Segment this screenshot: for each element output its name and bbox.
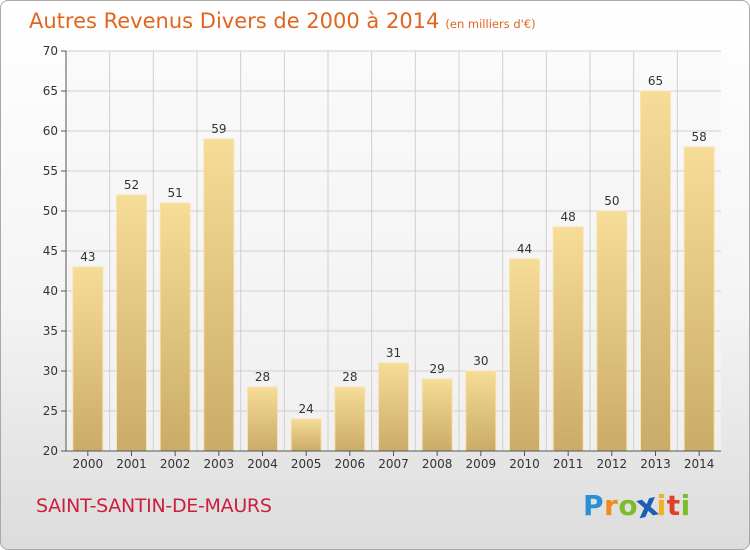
bar-value-label: 29 — [430, 362, 445, 376]
bar-value-label: 51 — [168, 186, 183, 200]
y-tick-label: 50 — [43, 204, 58, 218]
y-tick-label: 25 — [43, 404, 58, 418]
bar — [640, 90, 671, 452]
bar-value-label: 59 — [211, 122, 226, 136]
x-tick-label: 2012 — [597, 457, 628, 471]
y-tick-label: 35 — [43, 324, 58, 338]
x-tick-label: 2004 — [247, 457, 278, 471]
chart-title-text: Autres Revenus Divers de 2000 à 2014 — [29, 9, 440, 33]
bar-value-label: 24 — [299, 402, 314, 416]
x-tick-label: 2011 — [553, 457, 584, 471]
bar — [72, 266, 104, 452]
proxiti-logo: Proxiti — [583, 485, 691, 527]
bar — [334, 386, 366, 452]
y-tick-label: 65 — [43, 84, 58, 98]
bar — [159, 202, 191, 452]
x-tick-label: 2005 — [291, 457, 322, 471]
x-tick-label: 2014 — [684, 457, 715, 471]
logo-letter: o — [618, 489, 639, 522]
bar-value-label: 52 — [124, 178, 139, 192]
bar-value-label: 30 — [473, 354, 488, 368]
x-tick-label: 2010 — [509, 457, 540, 471]
bar-value-label: 44 — [517, 242, 532, 256]
logo-letter: P — [583, 489, 605, 522]
logo-letter: t — [666, 489, 681, 522]
bar — [247, 386, 278, 452]
bar-value-label: 31 — [386, 346, 401, 360]
x-tick-label: 2003 — [204, 457, 235, 471]
bar-value-label: 58 — [692, 130, 707, 144]
logo-letter: i — [680, 489, 691, 522]
x-tick-label: 2001 — [116, 457, 147, 471]
bar — [378, 362, 409, 452]
commune-name: SAINT-SANTIN-DE-MAURS — [36, 495, 272, 517]
x-tick-label: 2013 — [640, 457, 671, 471]
bar — [421, 378, 453, 452]
x-tick-label: 2000 — [73, 457, 104, 471]
bar — [509, 258, 540, 452]
bar-value-label: 50 — [604, 194, 619, 208]
y-tick-label: 40 — [43, 284, 58, 298]
y-tick-label: 45 — [43, 244, 58, 258]
x-tick-label: 2002 — [160, 457, 191, 471]
y-tick-label: 30 — [43, 364, 58, 378]
x-tick-label: 2009 — [466, 457, 497, 471]
bar-value-label: 65 — [648, 74, 663, 88]
x-tick-label: 2006 — [335, 457, 366, 471]
bar-value-label: 28 — [342, 370, 357, 384]
bar-value-label: 43 — [80, 250, 95, 264]
bar — [683, 146, 715, 452]
y-tick-label: 20 — [43, 444, 58, 458]
x-tick-label: 2008 — [422, 457, 453, 471]
y-tick-label: 60 — [43, 124, 58, 138]
bar — [596, 210, 628, 452]
bar — [465, 370, 497, 452]
y-tick-label: 70 — [43, 44, 58, 58]
bar — [116, 194, 147, 452]
chart-unit-note: (en milliers d'€) — [445, 17, 536, 31]
logo-letter: r — [604, 489, 619, 522]
chart-title: Autres Revenus Divers de 2000 à 2014 (en … — [29, 9, 536, 33]
bar — [203, 138, 235, 452]
bar-value-label: 28 — [255, 370, 270, 384]
y-tick-label: 55 — [43, 164, 58, 178]
bar — [552, 226, 584, 452]
logo-letter: i — [656, 489, 667, 522]
bar-value-label: 48 — [561, 210, 576, 224]
x-tick-label: 2007 — [378, 457, 409, 471]
bar — [290, 418, 322, 452]
